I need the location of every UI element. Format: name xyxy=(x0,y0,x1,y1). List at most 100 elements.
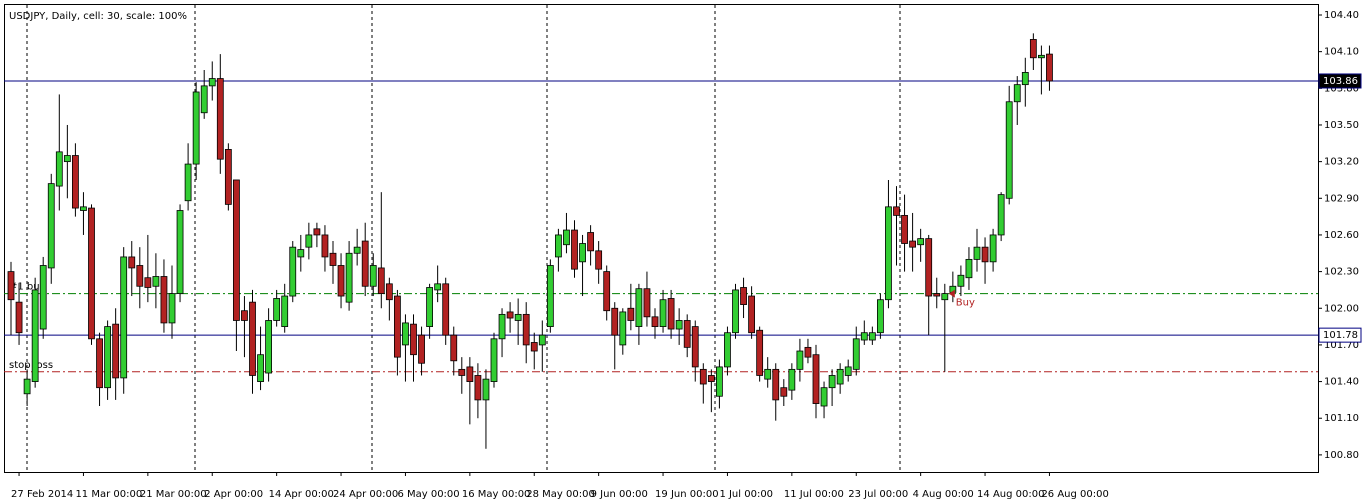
candle-body xyxy=(434,283,442,291)
candle-body xyxy=(313,228,321,236)
candle-body xyxy=(724,332,731,368)
candle-body xyxy=(555,234,562,258)
x-tick-label: 23 Jul 00:00 xyxy=(848,489,908,500)
candle-body xyxy=(538,334,546,346)
candle-body xyxy=(208,78,216,87)
candle-body xyxy=(852,338,860,370)
candle-body xyxy=(683,320,691,348)
candle-body xyxy=(120,256,128,379)
y-tick-label: 103.80 xyxy=(1324,83,1359,94)
candle-body xyxy=(200,85,208,114)
candle-body xyxy=(571,229,578,270)
candle-body xyxy=(732,289,739,334)
candle-body xyxy=(47,183,55,269)
candle-body xyxy=(506,311,514,319)
candle-body xyxy=(659,299,667,327)
candle-body xyxy=(72,155,79,209)
x-tick-label: 11 Mar 00:00 xyxy=(75,489,142,500)
level-label: stop loss xyxy=(9,360,53,371)
candle-body xyxy=(925,238,933,297)
candle-body xyxy=(305,234,313,248)
candle-body xyxy=(748,295,755,334)
candle-body xyxy=(546,265,554,327)
x-tick-label: 26 Aug 00:00 xyxy=(1041,489,1108,500)
candle-body xyxy=(957,274,965,287)
candle-body xyxy=(329,252,337,266)
candle-body xyxy=(901,214,908,244)
candle-body xyxy=(63,155,71,163)
y-tick-label: 102.60 xyxy=(1324,230,1359,241)
candle-body xyxy=(643,288,651,318)
candle-body xyxy=(756,329,764,376)
buy-arrow xyxy=(948,289,955,298)
candle-body xyxy=(997,194,1005,236)
candle-body xyxy=(522,313,530,346)
candle-body xyxy=(442,283,450,336)
x-tick-label: 19 Jun 00:00 xyxy=(655,489,719,500)
candle-body xyxy=(780,387,788,397)
candle-body xyxy=(699,368,707,385)
candle-body xyxy=(490,338,498,382)
plot-frame xyxy=(4,4,1319,473)
candle-body xyxy=(224,149,232,205)
candle-body xyxy=(273,298,281,321)
candle-body xyxy=(635,288,643,327)
candle-body xyxy=(216,78,224,160)
x-tick-label: 1 Jul 00:00 xyxy=(719,489,773,500)
candle-body xyxy=(860,332,868,341)
candle-body xyxy=(88,207,95,340)
candle-body xyxy=(514,313,522,321)
candle-body xyxy=(241,310,248,321)
candle-body xyxy=(80,206,87,211)
candle-body xyxy=(917,238,925,246)
candle-body xyxy=(474,375,482,401)
candle-body xyxy=(973,246,981,260)
price-label: 101.78 xyxy=(1323,330,1358,341)
candle-body xyxy=(788,368,796,391)
candle-body xyxy=(104,326,111,389)
candle-body xyxy=(168,293,176,324)
candle-body xyxy=(772,368,780,401)
candle-body xyxy=(868,332,876,341)
candle-body xyxy=(579,243,586,263)
y-tick-label: 104.40 xyxy=(1324,10,1359,21)
candle-body xyxy=(595,250,603,270)
candle-body xyxy=(716,366,723,397)
candle-body xyxy=(393,295,401,358)
candle-body xyxy=(1046,53,1053,82)
candle-body xyxy=(941,293,949,301)
candle-body xyxy=(893,206,900,216)
candle-body xyxy=(836,368,844,385)
candle-body xyxy=(136,265,144,287)
candle-body xyxy=(1029,39,1037,59)
chart-title: USDJPY, Daily, cell: 30, scale: 100% xyxy=(9,11,187,22)
candle-body xyxy=(828,375,836,389)
candle-body xyxy=(482,378,490,401)
candle-body xyxy=(377,267,385,294)
price-box xyxy=(1318,73,1362,89)
candle-body xyxy=(192,91,200,165)
y-tick-label: 102.90 xyxy=(1324,193,1359,204)
candle-body xyxy=(385,283,393,301)
annotation: Buy xyxy=(956,298,975,309)
candle-body xyxy=(764,368,772,380)
candle-body xyxy=(989,234,997,263)
candle-body xyxy=(804,346,812,358)
candle-body xyxy=(55,151,63,187)
x-tick-label: 14 Aug 00:00 xyxy=(977,489,1044,500)
candle-body xyxy=(23,378,31,395)
candle-body xyxy=(820,387,828,407)
candle-body xyxy=(981,246,989,263)
y-tick-label: 101.40 xyxy=(1324,377,1359,388)
candle-body xyxy=(675,320,683,330)
candle-body xyxy=(885,206,892,301)
candle-body xyxy=(530,342,538,352)
candle-body xyxy=(337,265,345,297)
candle-body xyxy=(458,368,466,376)
x-tick-label: 28 May 00:00 xyxy=(526,489,595,500)
candle-body xyxy=(450,334,458,362)
candle-body xyxy=(691,326,699,368)
candle-body xyxy=(128,256,136,269)
x-tick-label: 14 Apr 00:00 xyxy=(269,489,334,500)
